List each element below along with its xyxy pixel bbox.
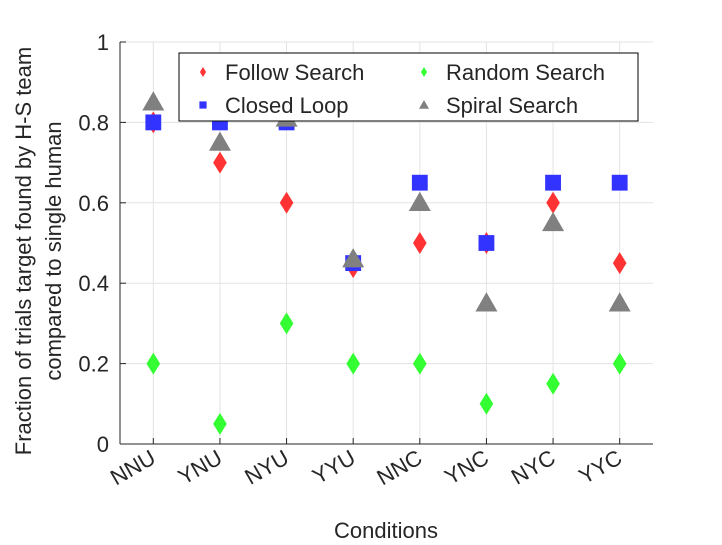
- follow-search-point: [612, 252, 627, 275]
- legend-box: [178, 52, 639, 122]
- axes: [119, 41, 653, 445]
- follow-search-point: [546, 191, 560, 214]
- random-search-point: [546, 372, 560, 395]
- y-axis-title-line1: Fraction of trials target found by H-S t…: [11, 47, 36, 455]
- legend-marker-random-search: [420, 67, 428, 77]
- spiral-search-point: [475, 292, 498, 312]
- random-search-point: [279, 312, 294, 335]
- legend-marker-closed-loop: [199, 101, 207, 109]
- closed-loop-point: [545, 174, 561, 191]
- legend-label-random-search: Random Search: [446, 60, 605, 85]
- legend-marker-spiral-search: [419, 100, 429, 109]
- legend-label-spiral-search: Spiral Search: [446, 93, 578, 118]
- y-axis-title-line2: compared to single human: [41, 121, 66, 380]
- legend: Follow Search Random Search Closed Loop Spi…: [178, 52, 639, 122]
- legend-label-closed-loop: Closed Loop: [225, 93, 349, 118]
- spiral-search-point: [608, 292, 631, 312]
- spiral-search-point: [342, 248, 365, 268]
- y-tick-label: 0.8: [78, 110, 109, 135]
- random-search-point: [346, 352, 361, 375]
- follow-search-point: [213, 151, 227, 174]
- y-tick-label: 0.4: [78, 271, 109, 296]
- y-tick-labels: 0 0.2 0.4 0.6 0.8 1: [78, 30, 109, 457]
- data-points: [142, 91, 631, 435]
- follow-search-point: [412, 232, 427, 254]
- legend-label-follow-search: Follow Search: [225, 60, 364, 85]
- spiral-search-point: [542, 211, 565, 232]
- random-search-point: [146, 352, 161, 375]
- closed-loop-point: [145, 114, 162, 131]
- random-search-point: [213, 412, 227, 435]
- y-tick-label: 1: [97, 30, 109, 55]
- spiral-search-point: [142, 91, 165, 111]
- closed-loop-point: [411, 174, 428, 191]
- random-search-point: [612, 352, 627, 375]
- x-axis-title: Conditions: [334, 518, 438, 543]
- closed-loop-point: [478, 235, 495, 251]
- y-tick-label: 0: [97, 432, 109, 457]
- y-tick-label: 0.2: [78, 352, 109, 377]
- y-tick-label: 0.6: [78, 191, 109, 216]
- legend-marker-follow-search: [199, 67, 207, 77]
- spiral-search-point: [208, 131, 231, 151]
- closed-loop-point: [611, 174, 628, 191]
- random-search-point: [412, 352, 427, 375]
- spiral-search-point: [408, 191, 431, 212]
- random-search-point: [479, 392, 494, 415]
- follow-search-point: [279, 191, 294, 214]
